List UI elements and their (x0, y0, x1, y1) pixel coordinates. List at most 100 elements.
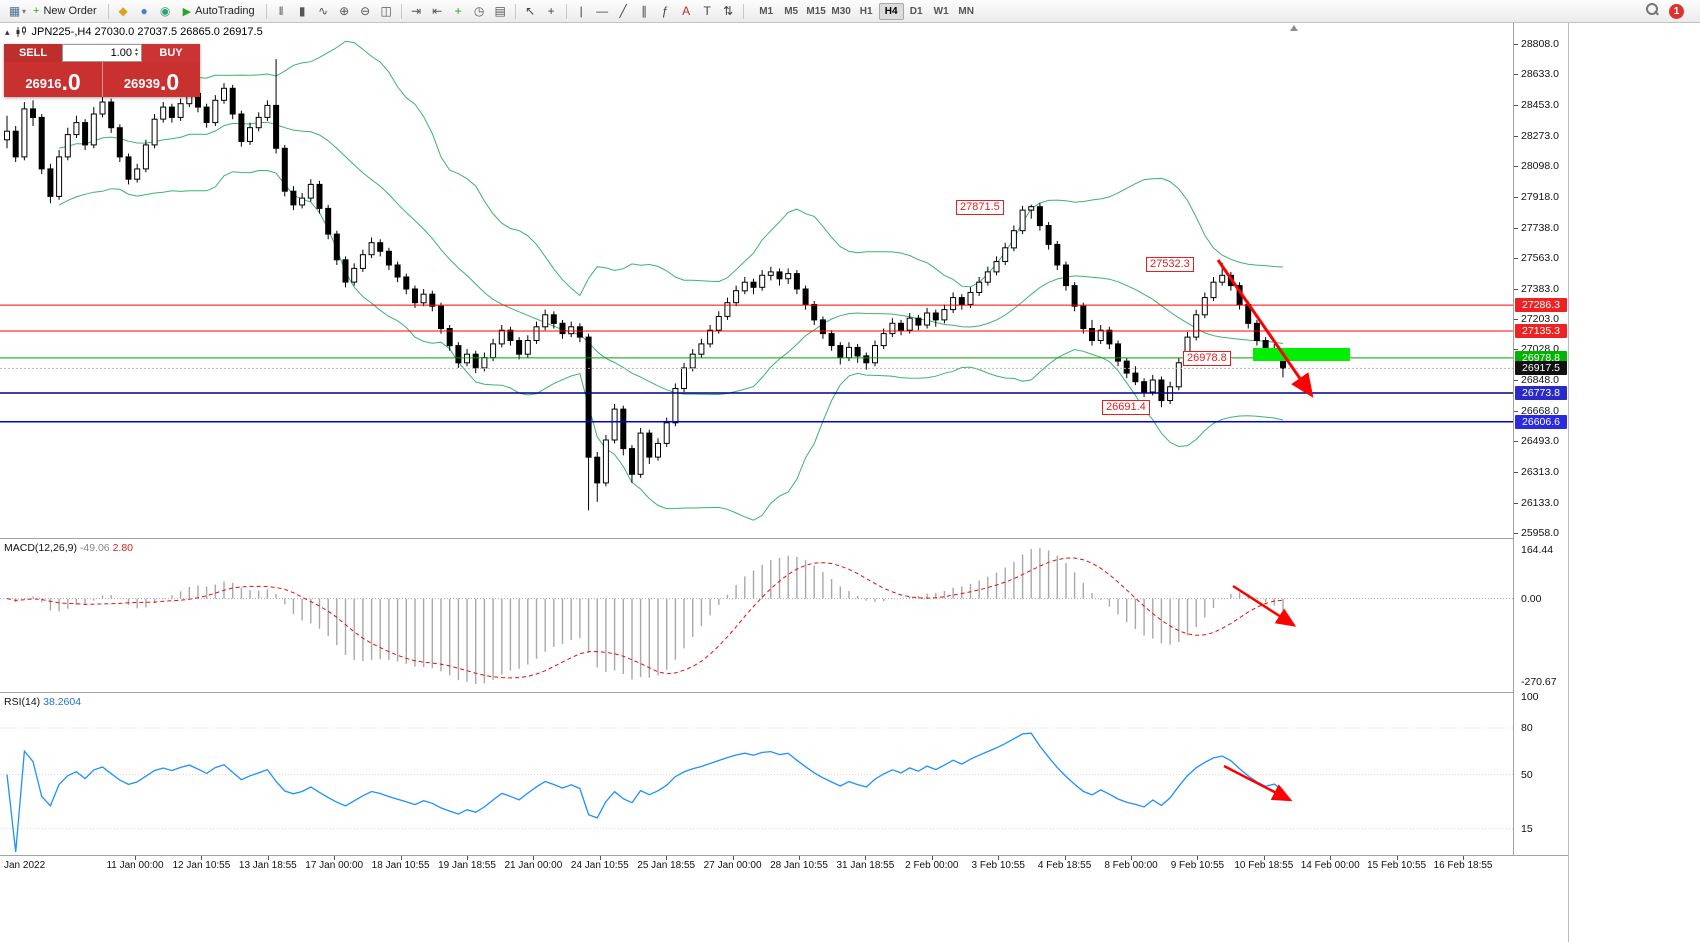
text-icon[interactable]: A (682, 4, 691, 18)
sell-button[interactable]: SELL (4, 44, 62, 62)
time-axis-label: 10 Feb 18:55 (1234, 860, 1294, 871)
volume-down-icon[interactable]: ▾ (134, 52, 138, 58)
buy-price[interactable]: 26939.0 (102, 62, 200, 97)
timeframe-m5[interactable]: M5 (784, 5, 799, 17)
chart-title: JPN225-,H4 27030.0 27037.5 26865.0 26917… (31, 26, 263, 38)
community-icon[interactable]: ◉ (159, 4, 171, 18)
time-axis-tick (533, 856, 535, 860)
time-axis-label: Jan 2022 (4, 860, 46, 871)
toolbar-separator (514, 3, 516, 19)
time-axis[interactable]: Jan 2022 11 Jan 00:00 12 Jan 10:55 13 Jan 1… (0, 855, 1568, 874)
price-axis-label: 26668.0 (1521, 405, 1559, 418)
timeframe-h4[interactable]: H4 (878, 2, 904, 20)
price-axis-label: 28453.0 (1521, 98, 1559, 111)
buy-button[interactable]: BUY (142, 44, 200, 62)
price-axis-label: 25958.0 (1521, 527, 1559, 539)
notification-badge[interactable]: 1 (1669, 3, 1684, 19)
sell-price-frac: .0 (61, 69, 81, 95)
cursor-icon[interactable]: ↖ (525, 4, 536, 18)
highlight-zone[interactable] (1253, 348, 1350, 361)
trendline-icon[interactable]: ╱ (619, 4, 627, 18)
price-axis-label: 26313.0 (1521, 466, 1559, 479)
macd-histogram (14, 548, 1284, 684)
volume-up-icon[interactable]: ▴ (134, 47, 138, 53)
price-axis-tick (1514, 196, 1518, 198)
time-axis-label: 31 Jan 18:55 (836, 860, 895, 871)
equidistant-channel-icon[interactable]: ∥ (641, 4, 648, 18)
timeframe-m30[interactable]: M30 (831, 5, 851, 17)
price-annotation-26978.8[interactable]: 26978.8 (1183, 351, 1231, 366)
panel-separator[interactable] (0, 692, 1568, 693)
price-annotation-27871.5[interactable]: 27871.5 (956, 200, 1004, 215)
time-axis-tick (666, 856, 668, 860)
candlestick-chart-icon[interactable]: ▮ (298, 4, 306, 18)
volume-stepper[interactable]: ▴ ▾ (134, 47, 138, 58)
market-icon[interactable]: ● (140, 4, 148, 18)
zoom-out-icon[interactable]: ⊖ (360, 4, 371, 18)
periods-icon[interactable]: ◷ (473, 4, 485, 18)
panel-separator[interactable] (0, 538, 1568, 539)
rsi-trend-arrow[interactable] (1223, 764, 1293, 802)
bollinger-lower (58, 170, 1284, 521)
macd-panel-canvas[interactable] (0, 540, 1513, 692)
auto-scroll-icon[interactable]: ⇥ (411, 4, 422, 18)
time-axis-label: 27 Jan 00:00 (703, 860, 762, 871)
metaeditor-icon[interactable]: ◆ (118, 4, 128, 18)
timeframe-w1[interactable]: W1 (933, 5, 949, 17)
tile-windows-icon[interactable]: ◫ (380, 4, 392, 18)
volume-input[interactable]: 1.00 ▴ ▾ (62, 44, 142, 62)
timeframe-m1[interactable]: M1 (759, 5, 774, 17)
horizontal-line-icon[interactable]: — (596, 4, 609, 18)
price-axis-tick (1514, 257, 1518, 259)
timeframe-d1[interactable]: D1 (909, 5, 923, 17)
time-axis-tick (400, 856, 402, 860)
chart-window[interactable]: ▴ JPN225-,H4 27030.0 27037.5 26865.0 269… (0, 23, 1568, 942)
new-chart-caret[interactable]: ▾ (22, 6, 27, 16)
price-axis-tick (1514, 165, 1518, 167)
time-axis-tick (732, 856, 734, 860)
sell-price[interactable]: 26916.0 (4, 62, 102, 97)
macd-signal-value: 2.80 (112, 542, 134, 554)
arrows-tool-icon[interactable]: ⇅ (723, 4, 734, 18)
timeframe-m15[interactable]: M15 (806, 5, 826, 17)
chart-shift-icon[interactable]: ⇤ (432, 4, 443, 18)
trend-arrow-down[interactable] (1216, 259, 1314, 398)
autotrading-button[interactable]: ▶ AutoTrading (176, 2, 262, 21)
zoom-in-icon[interactable]: ⊕ (339, 4, 350, 18)
time-axis-tick (267, 856, 269, 860)
price-axis-tick (1514, 288, 1518, 290)
crosshair-icon[interactable]: + (547, 4, 555, 18)
buy-price-frac: .0 (159, 69, 180, 95)
price-axis[interactable]: 28808.0 28633.0 28453.0 28273.0 28098.0 27918… (1513, 23, 1568, 874)
chart-shift-marker[interactable] (1290, 25, 1298, 31)
bar-chart-icon[interactable]: ǁ (278, 4, 284, 18)
one-click-collapse-icon[interactable]: ▴ (5, 26, 10, 37)
indicators-add-icon[interactable]: + (454, 4, 462, 18)
timeframe-h1[interactable]: H1 (859, 5, 873, 17)
rsi-axis-label: 50 (1521, 768, 1533, 781)
time-axis-tick (1263, 856, 1265, 860)
macd-main-value: -49.06 (79, 542, 110, 554)
vertical-line-icon[interactable]: | (579, 4, 583, 18)
price-axis-tick (1514, 380, 1518, 382)
price-axis-label: 28273.0 (1521, 129, 1559, 142)
price-annotation-26691.4[interactable]: 26691.4 (1102, 400, 1150, 415)
time-axis-label: 17 Jan 00:00 (305, 860, 364, 871)
line-chart-icon[interactable]: ∿ (318, 4, 329, 18)
time-axis-tick (1396, 856, 1398, 860)
new-chart-icon[interactable]: ▦ (8, 4, 21, 18)
rsi-panel-canvas[interactable] (0, 694, 1513, 855)
text-label-icon[interactable]: T (703, 4, 711, 18)
price-tag-26606.6: 26606.6 (1515, 414, 1567, 429)
price-annotation-27532.3[interactable]: 27532.3 (1146, 257, 1194, 272)
time-axis-tick (1197, 856, 1199, 860)
timeframe-mn[interactable]: MN (958, 5, 974, 17)
search-icon[interactable] (1645, 2, 1659, 21)
main-chart-canvas[interactable] (0, 23, 1513, 538)
time-axis-label: 9 Feb 10:55 (1170, 860, 1225, 871)
new-order-button[interactable]: + New Order (26, 2, 104, 21)
templates-icon[interactable]: ▤ (494, 4, 506, 18)
fibonacci-icon[interactable]: ƒ (661, 4, 669, 18)
bollinger-bands (58, 40, 1284, 521)
macd-trend-arrow[interactable] (1232, 584, 1297, 627)
